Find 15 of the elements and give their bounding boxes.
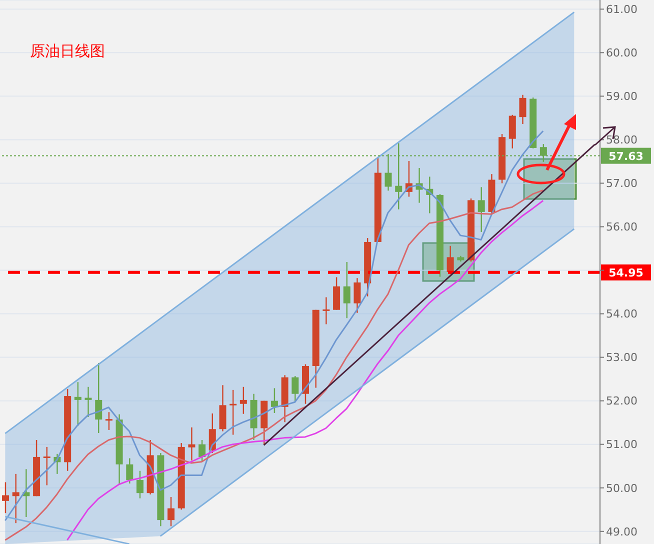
y-tick-label: 54.00	[606, 308, 638, 321]
y-tick-label: 59.00	[606, 90, 638, 104]
y-tick-label: 57.00	[606, 177, 638, 190]
y-tick-label: 60.00	[606, 46, 638, 60]
y-tick-label: 58.00	[606, 134, 638, 147]
ref-line-label: 57.63	[608, 150, 644, 163]
y-tick-label: 49.00	[606, 525, 638, 538]
text: 原油日线图	[30, 42, 105, 61]
y-tick-label: 53.00	[606, 351, 638, 364]
y-tick-label: 56.00	[606, 220, 638, 234]
y-tick-label: 52.00	[606, 394, 638, 408]
ref-line-label: 54.95	[608, 266, 644, 280]
y-tick-label: 61.00	[606, 3, 638, 16]
y-tick-label: 50.00	[606, 482, 638, 495]
y-tick-label: 51.00	[606, 438, 638, 452]
